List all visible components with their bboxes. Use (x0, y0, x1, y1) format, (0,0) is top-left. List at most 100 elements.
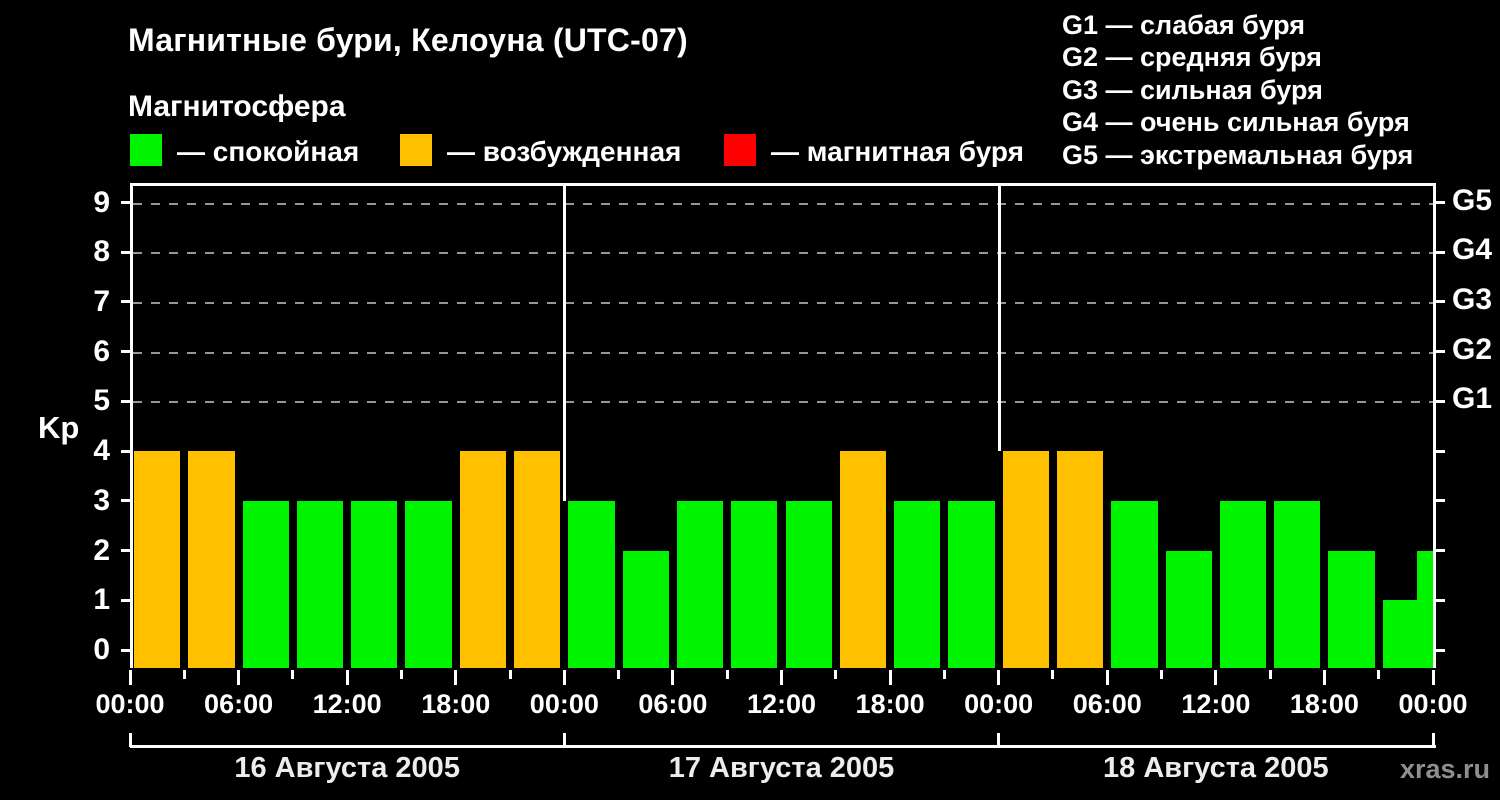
date-label-day1: 16 Августа 2005 (234, 752, 460, 784)
gridline-kp9 (133, 202, 1433, 205)
kp-bar-day3-slot0 (1002, 451, 1049, 668)
x-tick-major-h60 (1214, 670, 1218, 685)
y-tick-right-3 (1436, 499, 1445, 503)
kp-bar-day1-slot3 (296, 500, 344, 668)
kp-bar-day1-slot6 (459, 451, 507, 668)
x-tick-minor-h69 (1377, 670, 1381, 679)
x-tick-label-7: 18:00 (855, 689, 925, 719)
legend-label-storm: — магнитная буря (771, 136, 1024, 167)
kp-bar-day1-slot2 (242, 500, 289, 668)
x-tick-major-h18 (454, 670, 458, 685)
kp-bar-day2-slot1 (622, 550, 669, 668)
date-bracket-line (130, 745, 1436, 748)
kp-bar-day3-slot4 (1219, 500, 1267, 668)
y-tick-right-6 (1436, 350, 1445, 354)
date-label-day2: 17 Августа 2005 (668, 752, 895, 784)
x-tick-minor-h9 (291, 670, 295, 679)
x-tick-major-h36 (780, 670, 783, 685)
y-tick-label-0: 0 (93, 633, 110, 666)
y-tick-right-5 (1436, 399, 1445, 403)
x-tick-major-h0 (128, 670, 132, 685)
kp-bar-day1-slot5 (405, 500, 452, 668)
x-tick-label-12: 00:00 (1398, 689, 1468, 719)
y-tick-left-5 (121, 399, 130, 403)
x-tick-minor-h27 (617, 670, 621, 679)
y-tick-right-0 (1436, 648, 1445, 652)
legend-swatch-excited (400, 134, 432, 166)
kp-bar-day2-slot2 (676, 500, 724, 668)
y-tick-left-7 (121, 300, 130, 304)
x-tick-minor-h3 (182, 670, 186, 679)
kp-bar-day3-slot6 (1328, 550, 1375, 668)
y-tick-right-4 (1436, 449, 1445, 453)
y-tick-left-9 (121, 201, 130, 205)
storm-scale-line-g2: G2 — средняя буря (1062, 42, 1322, 73)
x-tick-label-10: 12:00 (1181, 689, 1251, 719)
y-tick-left-6 (121, 350, 130, 354)
x-tick-label-4: 00:00 (529, 689, 599, 719)
legend-swatch-quiet (130, 134, 162, 166)
y-tick-label-7: 7 (93, 284, 110, 318)
y-tick-right-8 (1436, 250, 1445, 254)
right-axis-label-g2: G2 (1452, 332, 1493, 366)
y-tick-right-2 (1436, 549, 1445, 553)
x-tick-major-h66 (1322, 670, 1326, 685)
gridline-kp7 (133, 301, 1433, 304)
y-tick-label-3: 3 (93, 483, 110, 517)
date-bracket-tick-2 (997, 733, 1001, 747)
x-tick-minor-h33 (725, 670, 729, 679)
x-tick-minor-h45 (942, 670, 946, 679)
watermark: xras.ru (1399, 754, 1490, 784)
x-tick-major-h6 (237, 670, 241, 685)
x-tick-label-8: 00:00 (964, 689, 1034, 719)
gridline-kp6 (133, 351, 1433, 354)
y-tick-right-7 (1436, 300, 1445, 304)
date-label-day3: 18 Августа 2005 (1103, 752, 1329, 784)
kp-bar-day2-slot5 (839, 451, 887, 668)
x-tick-minor-h51 (1051, 670, 1055, 679)
plot-border-top (130, 183, 1436, 186)
x-tick-minor-h21 (508, 670, 512, 679)
date-bracket-tick-0 (128, 733, 132, 747)
kp-bar-day3-slot2 (1111, 500, 1158, 668)
x-tick-label-6: 12:00 (746, 689, 817, 719)
x-tick-label-5: 06:00 (638, 689, 708, 719)
x-tick-major-h12 (345, 670, 349, 685)
y-axis-label: Kp (38, 410, 80, 445)
kp-bar-day2-slot0 (568, 500, 615, 668)
gridline-kp5 (133, 401, 1433, 404)
x-tick-major-h48 (997, 670, 1001, 685)
right-axis-label-g3: G3 (1452, 282, 1493, 316)
day-separator-1 (563, 186, 567, 501)
y-tick-label-6: 6 (93, 334, 110, 368)
legend-label-excited: — возбужденная (447, 136, 682, 167)
kp-bar-day1-slot7 (514, 451, 561, 668)
x-tick-major-h30 (671, 670, 675, 685)
x-tick-major-h42 (888, 670, 892, 685)
y-tick-label-8: 8 (93, 235, 110, 269)
storm-scale-line-g4: G4 — очень сильная буря (1062, 107, 1410, 138)
right-axis-label-g4: G4 (1452, 233, 1493, 267)
x-tick-label-1: 06:00 (204, 689, 274, 719)
kp-bar-day2-slot7 (948, 500, 995, 668)
legend-label-quiet: — спокойная (177, 136, 360, 167)
x-tick-label-3: 18:00 (421, 689, 491, 719)
date-bracket-tick-1 (562, 733, 566, 747)
storm-scale-line-g3: G3 — сильная буря (1062, 74, 1323, 105)
x-tick-minor-h15 (399, 670, 403, 679)
kp-bar-day3-slot5 (1274, 500, 1321, 668)
y-tick-left-2 (121, 549, 130, 553)
plot-border-right (1433, 183, 1436, 668)
x-tick-major-h24 (562, 670, 566, 685)
kp-bar-day2-slot6 (894, 500, 941, 668)
y-tick-left-1 (121, 598, 130, 602)
kp-bar-next-day-partial (1417, 550, 1433, 668)
x-tick-minor-h57 (1160, 670, 1164, 679)
y-tick-left-4 (121, 449, 130, 453)
x-tick-major-h54 (1105, 670, 1109, 685)
kp-bar-day2-slot3 (731, 500, 778, 668)
page-title: Магнитные бури, Келоуна (UTC-07) (128, 22, 688, 58)
y-tick-left-3 (121, 499, 130, 503)
date-bracket-tick-3 (1431, 733, 1435, 747)
